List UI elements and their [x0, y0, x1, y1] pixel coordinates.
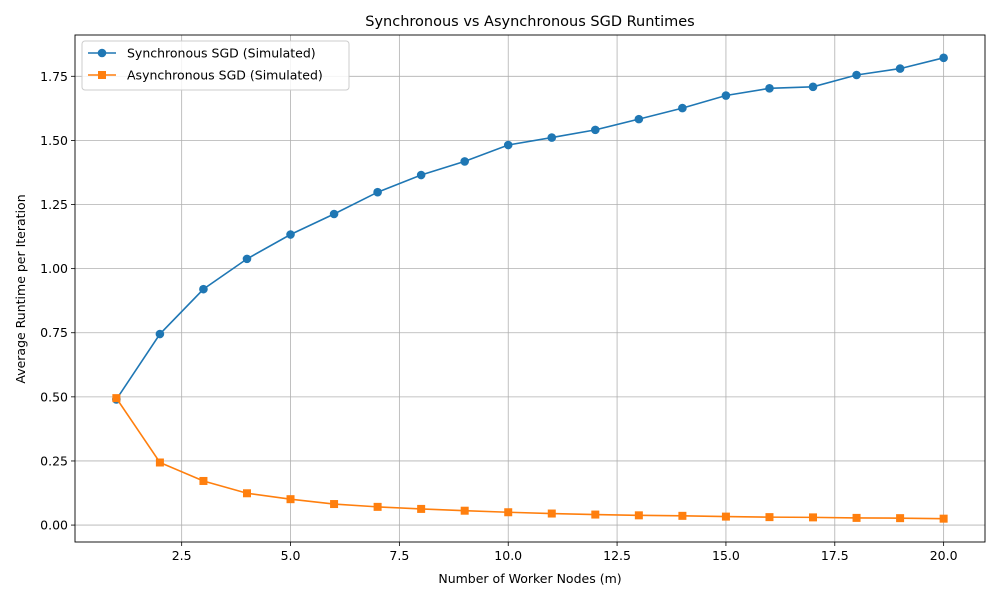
x-tick-label: 10.0: [494, 548, 522, 563]
data-point: [460, 157, 469, 166]
data-point: [939, 53, 948, 63]
data-point: [155, 458, 164, 467]
data-point: [591, 510, 600, 519]
data-point: [547, 133, 557, 142]
data-point: [895, 64, 905, 73]
data-point: [852, 70, 861, 80]
data-point: [765, 513, 774, 522]
legend-label: Synchronous SGD (Simulated): [127, 46, 316, 61]
plot-frame: [74, 34, 986, 543]
data-point: [112, 394, 121, 403]
legend-swatch-marker: [98, 71, 106, 79]
data-point: [373, 502, 382, 511]
data-point: [199, 476, 208, 485]
data-point: [460, 506, 469, 515]
grid: [75, 35, 985, 542]
data-point: [809, 513, 818, 522]
data-point: [721, 512, 730, 521]
x-tick-label: 7.5: [389, 548, 409, 563]
data-point: [852, 513, 861, 522]
data-point: [634, 511, 643, 520]
y-tick-label: 0.75: [40, 325, 68, 340]
data-point: [503, 140, 513, 150]
data-point: [591, 125, 600, 135]
x-tick-label: 20.0: [930, 548, 958, 563]
legend: Synchronous SGD (Simulated) Asynchronous …: [81, 40, 350, 91]
series-layer: [112, 53, 948, 523]
y-tick-label: 1.75: [40, 69, 68, 84]
x-tick-label: 15.0: [712, 548, 740, 563]
data-point: [547, 509, 556, 518]
data-point: [765, 84, 774, 93]
data-point: [242, 254, 252, 264]
data-point: [286, 495, 295, 504]
series-line: [115, 397, 944, 520]
y-axis-ticks: 0.00 0.25 0.50 0.75 1.00 1.25 1.50 1.75: [40, 69, 75, 533]
x-tick-label: 2.5: [172, 548, 192, 563]
data-point: [155, 329, 165, 339]
data-point: [199, 284, 208, 294]
data-point: [416, 170, 426, 180]
data-point: [417, 504, 426, 513]
x-axis-label: Number of Worker Nodes (m): [438, 571, 621, 586]
legend-item: Asynchronous SGD (Simulated): [88, 68, 323, 83]
legend-swatch-marker: [97, 48, 107, 58]
x-tick-label: 5.0: [281, 548, 301, 563]
y-tick-label: 1.00: [40, 261, 68, 276]
data-point: [373, 187, 382, 197]
legend-label: Asynchronous SGD (Simulated): [127, 68, 323, 83]
series-line: [115, 57, 944, 400]
data-point: [678, 103, 687, 113]
data-point: [678, 511, 687, 520]
data-point: [286, 230, 295, 239]
legend-box: [81, 40, 350, 91]
y-tick-label: 0.00: [40, 518, 68, 533]
legend-item: Synchronous SGD (Simulated): [88, 46, 316, 61]
x-tick-label: 12.5: [603, 548, 631, 563]
chart-title: Synchronous vs Asynchronous SGD Runtimes: [365, 14, 694, 30]
data-point: [896, 514, 905, 523]
y-tick-label: 0.50: [40, 389, 68, 404]
y-tick-label: 1.50: [40, 133, 68, 148]
series-synchronous: [112, 53, 948, 404]
series-asynchronous: [112, 394, 948, 523]
data-point: [634, 114, 644, 124]
data-point: [939, 514, 948, 523]
data-point: [330, 500, 339, 509]
x-tick-label: 17.5: [821, 548, 849, 563]
y-tick-label: 0.25: [40, 453, 68, 468]
data-point: [721, 91, 731, 100]
y-axis-label: Average Runtime per Iteration: [13, 194, 28, 383]
data-point: [242, 489, 251, 498]
x-axis-ticks: 2.5 5.0 7.5 10.0 12.5 15.0 17.5 20.0: [172, 542, 958, 563]
data-point: [504, 508, 513, 517]
y-tick-label: 1.25: [40, 197, 68, 212]
data-point: [329, 209, 339, 219]
data-point: [808, 82, 818, 92]
